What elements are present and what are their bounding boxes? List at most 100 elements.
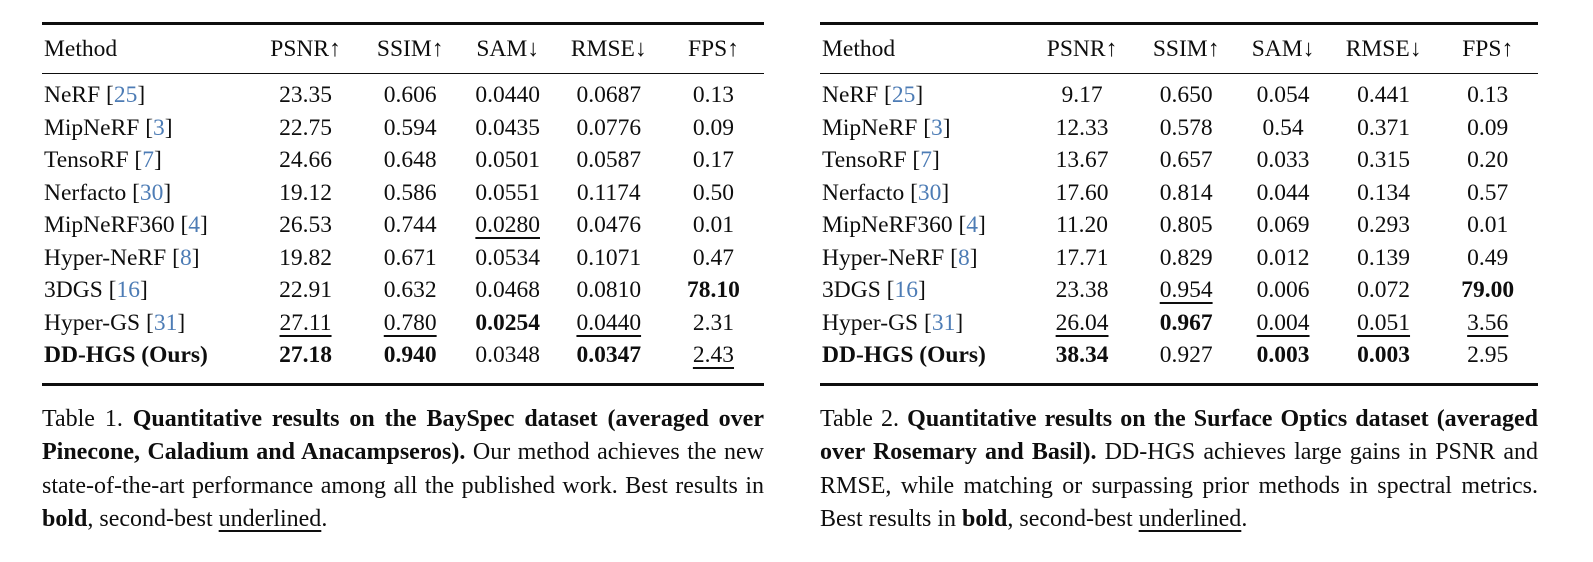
citation-link[interactable]: 3 [153,114,165,141]
table-row: Hyper-NeRF [8] 17.71 0.829 0.012 0.139 0.49 [820,242,1538,275]
metric-cell: 19.12 [279,179,332,206]
metric-cell: 27.18 [279,342,332,368]
citation-link[interactable]: 8 [957,244,970,271]
caption-text: Table 1. [42,405,133,432]
metric-cell: 0.0468 [475,277,540,303]
method-name: MipNeRF [44,114,140,141]
citation-link[interactable]: 16 [116,277,140,303]
method-name: DD-HGS (Ours) [822,342,986,368]
method-name: Nerfacto [44,179,127,206]
method-name: MipNeRF360 [822,212,953,238]
metric-cell: 0.051 [1357,309,1411,336]
method-name: DD-HGS (Ours) [44,342,208,368]
method-name: 3DGS [822,277,881,303]
metric-cell: 0.671 [383,244,437,271]
method-name: Hyper-NeRF [822,244,945,271]
metric-cell: 0.069 [1256,212,1310,238]
metric-cell: 0.0810 [576,277,642,303]
metric-cell: 0.650 [1159,82,1213,108]
table-row: MipNeRF360 [4] 26.53 0.744 0.0280 0.0476 0.01 [42,209,764,242]
citation-link[interactable]: 8 [179,244,192,271]
method-name: Hyper-GS [44,309,141,336]
caption-text: . [321,506,328,532]
metric-cell: 0.13 [1467,82,1509,108]
citation-link[interactable]: 31 [153,309,178,336]
metric-cell: 0.1071 [576,244,642,271]
metric-cell: 24.66 [279,147,332,173]
method-name: Nerfacto [822,179,905,206]
metric-cell: 0.805 [1159,212,1213,238]
method-cell: MipNeRF360 [4] [44,212,208,238]
citation-link[interactable]: 25 [891,82,916,108]
metric-cell: 0.0551 [475,179,540,206]
surface-optics-results-table: Method PSNR↑ SSIM↑ SAM↓ RMSE↓ FPS↑ NeRF [25] 9.… [820,22,1538,386]
metric-cell: 2.43 [692,342,735,368]
metric-cell: 0.139 [1357,244,1411,271]
table-row: TensoRF [7] 13.67 0.657 0.033 0.315 0.20 [820,144,1538,177]
citation-link[interactable]: 3 [931,114,943,141]
metric-cell: 0.441 [1357,82,1411,108]
method-cell: Nerfacto [30] [822,179,950,206]
method-cell: Hyper-GS [31] [822,309,964,336]
metric-cell: 11.20 [1056,212,1109,238]
method-name: TensoRF [822,147,907,173]
metric-cell: 0.744 [383,212,437,238]
caption-text: , second-best [1007,506,1139,532]
metric-cell: 0.09 [692,114,735,141]
citation-link[interactable]: 25 [113,82,138,108]
column-header: Method [820,23,1029,74]
column-header: SSIM↑ [1135,23,1237,74]
metric-cell: 2.31 [692,309,735,336]
method-name: NeRF [822,82,879,108]
column-header: SAM↓ [1236,23,1330,74]
metric-cell: 0.0476 [576,212,642,238]
caption-text: Table 2. [820,405,908,432]
metric-cell: 0.0534 [475,244,540,271]
column-header: Method [42,23,252,74]
table-row: TensoRF [7] 24.66 0.648 0.0501 0.0587 0.17 [42,144,764,177]
method-name: Hyper-NeRF [44,244,167,271]
method-cell: Nerfacto [30] [44,179,172,206]
table1-container: Method PSNR↑ SSIM↑ SAM↓ RMSE↓ FPS↑ NeRF [25] 23… [42,22,764,386]
metric-cell: 2.95 [1467,342,1509,368]
caption-text: , second-best [87,506,219,532]
table2-caption: Table 2. Quantitative results on the Sur… [820,403,1538,537]
metric-cell: 0.657 [1159,147,1213,173]
column-header: PSNR↑ [1028,23,1136,74]
method-cell: TensoRF [7] [44,147,162,173]
metric-cell: 0.17 [692,147,735,173]
table-row: DD-HGS (Ours) 38.34 0.927 0.003 0.003 2.95 [820,339,1538,384]
metric-cell: 79.00 [1461,277,1515,303]
citation-link[interactable]: 16 [894,277,918,303]
metric-cell: 0.0254 [475,309,540,336]
method-name: 3DGS [44,277,103,303]
table2-section: Method PSNR↑ SSIM↑ SAM↓ RMSE↓ FPS↑ NeRF [25] 9.… [820,22,1538,537]
metric-cell: 17.71 [1055,244,1109,271]
metric-cell: 26.04 [1055,309,1109,336]
citation-link[interactable]: 30 [139,179,164,206]
caption-text: Our method achieves the new state-of-the… [42,439,765,499]
metric-cell: 0.004 [1256,309,1310,336]
citation-link[interactable]: 31 [931,309,956,336]
table-row: Hyper-NeRF [8] 19.82 0.671 0.0534 0.1071 0.47 [42,242,764,275]
metric-cell: 26.53 [279,212,332,238]
column-header: SAM↓ [460,23,555,74]
citation-link[interactable]: 7 [142,147,154,173]
citation-link[interactable]: 4 [188,212,201,238]
metric-cell: 27.11 [279,309,332,336]
citation-link[interactable]: 4 [966,212,979,238]
method-cell: NeRF [25] [44,82,146,108]
method-cell: TensoRF [7] [822,147,940,173]
metric-cell: 38.34 [1055,342,1109,368]
caption-text: bold [962,506,1008,532]
table-row: NeRF [25] 23.35 0.606 0.0440 0.0687 0.13 [42,74,764,112]
metric-cell: 9.17 [1061,82,1103,108]
metric-cell: 0.648 [383,147,437,173]
metric-cell: 0.586 [383,179,437,206]
metric-cell: 0.0435 [475,114,540,141]
citation-link[interactable]: 30 [917,179,942,206]
method-cell: MipNeRF [3] [44,114,173,141]
citation-link[interactable]: 7 [920,147,932,173]
table-row: Hyper-GS [31] 27.11 0.780 0.0254 0.0440 2.31 [42,307,764,340]
metric-cell: 0.0501 [475,147,540,173]
